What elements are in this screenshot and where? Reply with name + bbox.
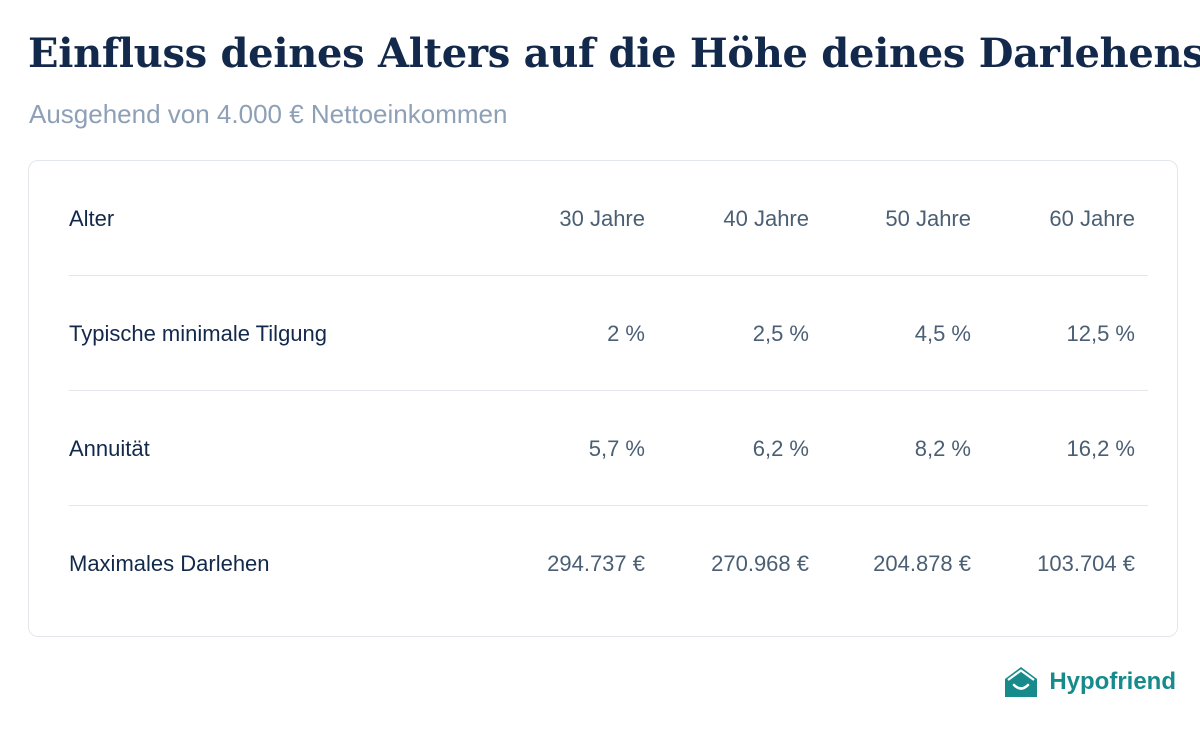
header-age-60: 60 Jahre: [1049, 206, 1135, 231]
table-cell: 6,2 %: [752, 436, 809, 461]
header-label: Alter: [69, 206, 115, 231]
house-smile-icon: [1005, 667, 1038, 697]
table-row-darlehen: Maximales Darlehen 294.737 € 270.968 € 2…: [69, 506, 1148, 621]
row-label: Typische minimale Tilgung: [69, 321, 328, 346]
age-loan-table: Alter 30 Jahre 40 Jahre 50 Jahre 60 Jahr…: [28, 160, 1178, 637]
table-cell: 4,5 %: [914, 321, 971, 346]
page-subtitle: Ausgehend von 4.000 € Nettoeinkommen: [29, 99, 508, 129]
table-cell: 2 %: [607, 321, 645, 346]
table-cell: 204.878 €: [873, 551, 971, 576]
header-age-30: 30 Jahre: [559, 206, 645, 231]
table-cell: 12,5 %: [1066, 321, 1136, 346]
row-label: Maximales Darlehen: [69, 551, 270, 576]
table-cell: 2,5 %: [752, 321, 809, 346]
brand-logo: Hypofriend: [1003, 664, 1176, 700]
table-cell: 8,2 %: [914, 436, 971, 461]
header-age-50: 50 Jahre: [885, 206, 971, 231]
header-age-40: 40 Jahre: [723, 206, 809, 231]
page-title: Einfluss deines Alters auf die Höhe dein…: [28, 30, 1200, 77]
table-row-tilgung: Typische minimale Tilgung 2 % 2,5 % 4,5 …: [69, 276, 1148, 391]
table-cell: 103.704 €: [1037, 551, 1135, 576]
table-cell: 294.737 €: [547, 551, 645, 576]
row-label: Annuität: [69, 436, 150, 461]
table-cell: 16,2 %: [1066, 436, 1136, 461]
table-cell: 5,7 %: [588, 436, 645, 461]
table-row-annuitaet: Annuität 5,7 % 6,2 % 8,2 % 16,2 %: [69, 391, 1148, 506]
table-header-row: Alter 30 Jahre 40 Jahre 50 Jahre 60 Jahr…: [69, 161, 1148, 276]
table-cell: 270.968 €: [711, 551, 809, 576]
brand-name: Hypofriend: [1049, 668, 1176, 695]
